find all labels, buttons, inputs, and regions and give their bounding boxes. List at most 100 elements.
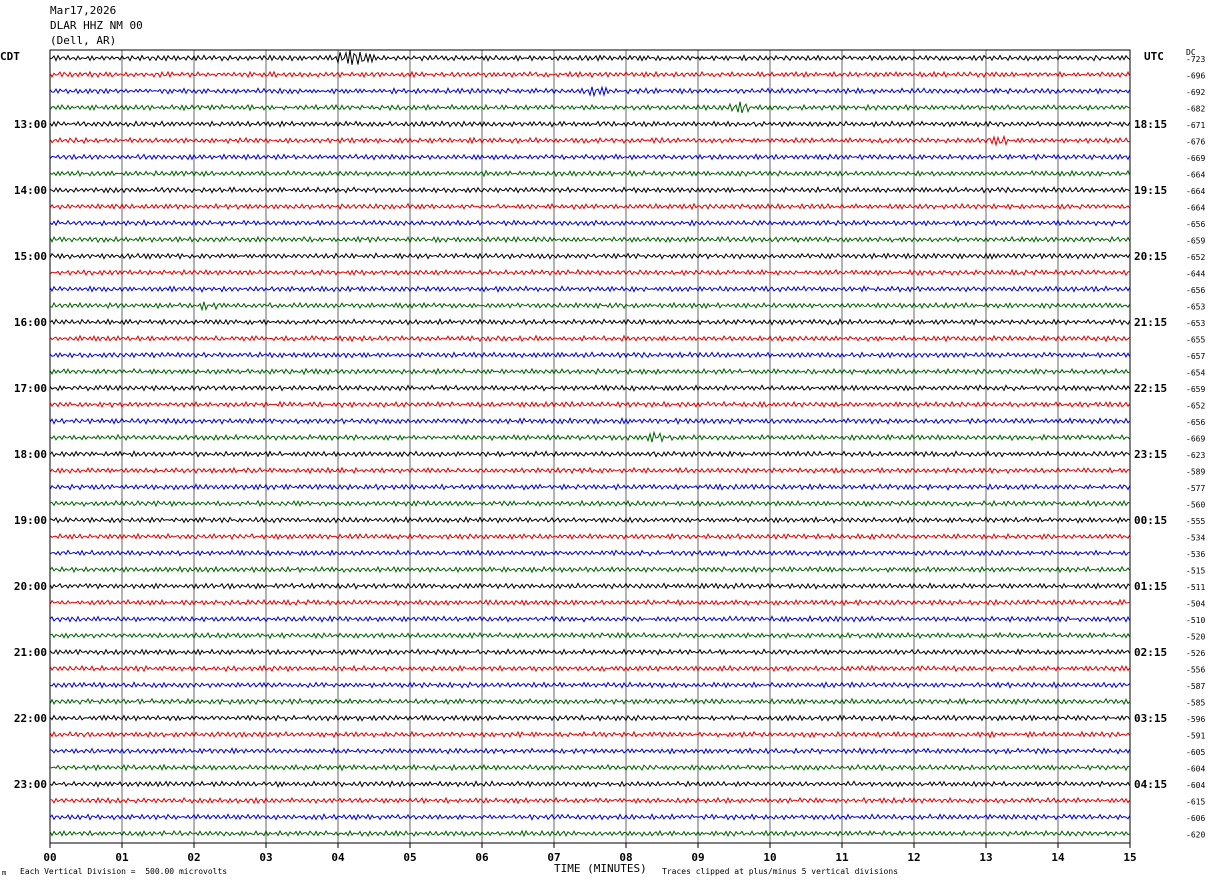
trace-row [49, 780, 1131, 788]
x-tick-label: 11 [835, 851, 849, 864]
trace-row [49, 169, 1131, 178]
dc-offset-label: -657 [1186, 352, 1205, 361]
left-hour-label: 17:00 [14, 382, 47, 395]
left-timezone-label: CDT [0, 50, 20, 63]
x-tick-label: 14 [1051, 851, 1065, 864]
trace-row [49, 516, 1131, 524]
trace-row [49, 796, 1131, 805]
trace-row [49, 70, 1131, 79]
trace-row [49, 268, 1131, 277]
x-tick-label: 09 [691, 851, 704, 864]
x-tick-label: 00 [43, 851, 56, 864]
left-hour-label: 18:00 [14, 448, 47, 461]
x-tick-label: 02 [187, 851, 200, 864]
x-tick-label: 06 [475, 851, 489, 864]
corner-mark: m [2, 869, 7, 877]
left-hour-label: 22:00 [14, 712, 47, 725]
right-hour-label: 19:15 [1134, 184, 1167, 197]
trace-row [49, 763, 1131, 772]
header-date: Mar17,2026 [50, 4, 117, 17]
dc-offset-label: -655 [1186, 336, 1205, 345]
trace-row [49, 186, 1131, 194]
trace-row [49, 714, 1131, 722]
clip-note: Traces clipped at plus/minus 5 vertical … [662, 867, 899, 876]
trace-row [49, 681, 1131, 689]
trace-row [49, 829, 1131, 838]
dc-offset-label: -654 [1186, 369, 1205, 378]
dc-offset-label: -656 [1186, 418, 1205, 427]
x-tick-label: 05 [403, 851, 416, 864]
trace-row [49, 648, 1131, 656]
x-tick-label: 07 [547, 851, 560, 864]
dc-offset-label: -669 [1186, 154, 1205, 163]
right-hour-label: 00:15 [1134, 514, 1167, 527]
dc-offset-label: -596 [1186, 715, 1205, 724]
dc-offset-label: -555 [1186, 517, 1205, 526]
trace-row [49, 301, 1131, 312]
dc-offset-label: -682 [1186, 105, 1205, 114]
trace-row [49, 747, 1131, 755]
trace-row [49, 631, 1131, 640]
x-tick-label: 15 [1123, 851, 1136, 864]
x-tick-label: 08 [619, 851, 632, 864]
right-hour-label: 02:15 [1134, 646, 1167, 659]
left-hour-label: 20:00 [14, 580, 47, 593]
x-tick-label: 01 [115, 851, 129, 864]
trace-row [49, 730, 1131, 739]
x-tick-label: 03 [259, 851, 272, 864]
dc-offset-label: -526 [1186, 649, 1205, 658]
dc-offset-label: -585 [1186, 699, 1205, 708]
dc-offset-label: -659 [1186, 237, 1205, 246]
dc-offset-label: -510 [1186, 616, 1205, 625]
trace-row [49, 202, 1131, 211]
trace-row [49, 285, 1131, 294]
trace-row [49, 549, 1131, 557]
trace-row [49, 153, 1131, 161]
trace-row [49, 85, 1131, 98]
dc-offset-label: -623 [1186, 451, 1205, 460]
dc-offset-label: -664 [1186, 204, 1205, 213]
dc-offset-label: -536 [1186, 550, 1205, 559]
dc-offset-label: -589 [1186, 468, 1205, 477]
trace-row [49, 417, 1131, 425]
right-hour-label: 20:15 [1134, 250, 1167, 263]
trace-row [49, 219, 1131, 227]
trace-row [49, 664, 1131, 673]
dc-offset-label: -587 [1186, 682, 1205, 691]
trace-row [49, 430, 1131, 443]
dc-offset-label: -511 [1186, 583, 1205, 592]
trace-row [49, 697, 1131, 706]
trace-row [49, 466, 1131, 475]
trace-row [49, 101, 1131, 114]
trace-row [49, 235, 1131, 244]
right-hour-label: 03:15 [1134, 712, 1167, 725]
trace-row [49, 483, 1131, 491]
dc-offset-label: -504 [1186, 600, 1205, 609]
trace-row [49, 400, 1131, 409]
trace-row [49, 334, 1131, 343]
dc-offset-label: -676 [1186, 138, 1205, 147]
trace-row [49, 134, 1131, 147]
left-hour-label: 23:00 [14, 778, 47, 791]
dc-offset-label: -604 [1186, 765, 1205, 774]
trace-row [49, 499, 1131, 508]
trace-row [49, 252, 1131, 260]
left-hour-label: 15:00 [14, 250, 47, 263]
x-axis-title: TIME (MINUTES) [554, 862, 647, 875]
trace-row [49, 50, 1131, 65]
dc-offset-label: -534 [1186, 534, 1205, 543]
dc-offset-label: -653 [1186, 303, 1205, 312]
dc-offset-label: -560 [1186, 501, 1205, 510]
dc-offset-label: -606 [1186, 814, 1205, 823]
dc-offset-label: -723 [1186, 55, 1205, 64]
dc-label: DC [1186, 48, 1196, 57]
left-hour-label: 13:00 [14, 118, 47, 131]
dc-offset-label: -620 [1186, 831, 1205, 840]
dc-offset-label: -652 [1186, 253, 1205, 262]
left-hour-label: 19:00 [14, 514, 47, 527]
trace-row [49, 582, 1131, 590]
x-tick-label: 12 [907, 851, 920, 864]
trace-row [49, 351, 1131, 359]
plot-frame [49, 49, 1131, 844]
